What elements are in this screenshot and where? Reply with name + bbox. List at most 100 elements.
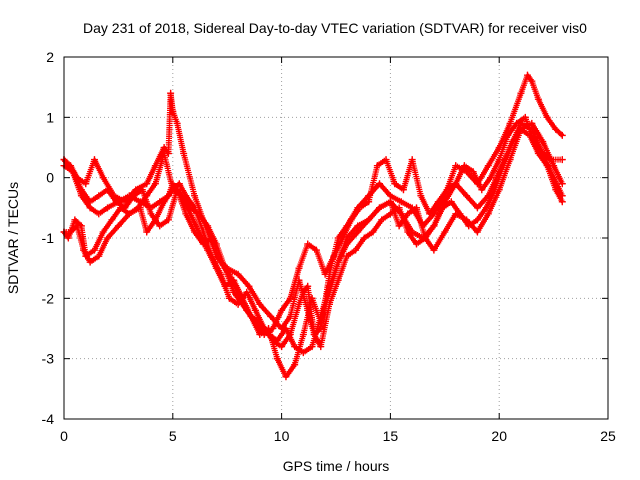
data-point [430,222,438,230]
data-point [104,234,112,242]
data-point [125,210,133,218]
data-point [378,216,386,224]
data-point [173,186,181,194]
data-point [506,119,514,127]
data-point [114,222,122,230]
data-point [138,186,146,194]
data-point [134,204,142,212]
data-point [421,234,429,242]
data-point [77,186,85,194]
series-track-5 [60,113,566,339]
data-point [160,198,168,206]
data-point [397,198,405,206]
data-point [508,137,516,145]
data-point [500,162,508,170]
data-point [408,156,416,164]
data-point [399,186,407,194]
x-tick-label: 0 [60,428,68,444]
data-point [143,228,151,236]
y-tick-label: 2 [46,49,54,65]
data-point [269,337,277,345]
data-point [175,180,183,188]
data-point [521,113,529,121]
data-point [486,174,494,182]
data-point [182,210,190,218]
data-point [317,343,325,351]
data-point [558,180,566,188]
data-point [404,228,412,236]
data-point [343,252,351,260]
plot-frame [63,56,609,420]
data-point [260,331,268,339]
data-point [304,282,312,290]
data-point [530,137,538,145]
data-point [491,186,499,194]
data-point [395,204,403,212]
data-point [482,204,490,212]
data-point [199,228,207,236]
data-point [310,331,318,339]
data-point [386,210,394,218]
data-point [64,234,72,242]
data-point [199,240,207,248]
data-point [321,270,329,278]
data-point [484,210,492,218]
data-point [404,210,412,218]
data-point [299,288,307,296]
chart-title: Day 231 of 2018, Sidereal Day-to-day VTE… [83,20,587,36]
data-point [104,204,112,212]
data-point [517,125,525,133]
data-point [430,246,438,254]
data-point [395,222,403,230]
data-point [365,198,373,206]
data-point [167,89,175,97]
data-point [426,210,434,218]
data-point [534,95,542,103]
data-point [191,204,199,212]
data-point [523,71,531,79]
data-point [465,222,473,230]
data-point [243,306,251,314]
data-point [217,270,225,278]
data-point [543,162,551,170]
data-point [441,228,449,236]
data-point [456,210,464,218]
data-point [191,228,199,236]
data-point [339,234,347,242]
data-point [156,222,164,230]
data-point [71,216,79,224]
data-point [443,186,451,194]
data-point [286,331,294,339]
data-point [282,373,290,381]
data-point [334,276,342,284]
data-point [90,246,98,254]
data-point [225,294,233,302]
data-point [460,162,468,170]
data-point [204,222,212,230]
data-point [173,119,181,127]
data-point [208,252,216,260]
data-point [539,150,547,158]
data-point [382,156,390,164]
data-point [528,77,536,85]
data-point [112,198,120,206]
data-point [413,204,421,212]
x-tick-label: 15 [383,428,399,444]
data-point [360,234,368,242]
data-point [99,228,107,236]
data-point [473,216,481,224]
data-point [330,252,338,260]
data-point [130,192,138,200]
data-point [413,240,421,248]
data-point [478,186,486,194]
data-point [325,300,333,308]
data-point [299,331,307,339]
data-point [312,246,320,254]
x-tick-label: 5 [169,428,177,444]
data-point [352,246,360,254]
data-point [77,222,85,230]
data-point [386,192,394,200]
series-track-4 [60,125,566,351]
data-point [82,252,90,260]
